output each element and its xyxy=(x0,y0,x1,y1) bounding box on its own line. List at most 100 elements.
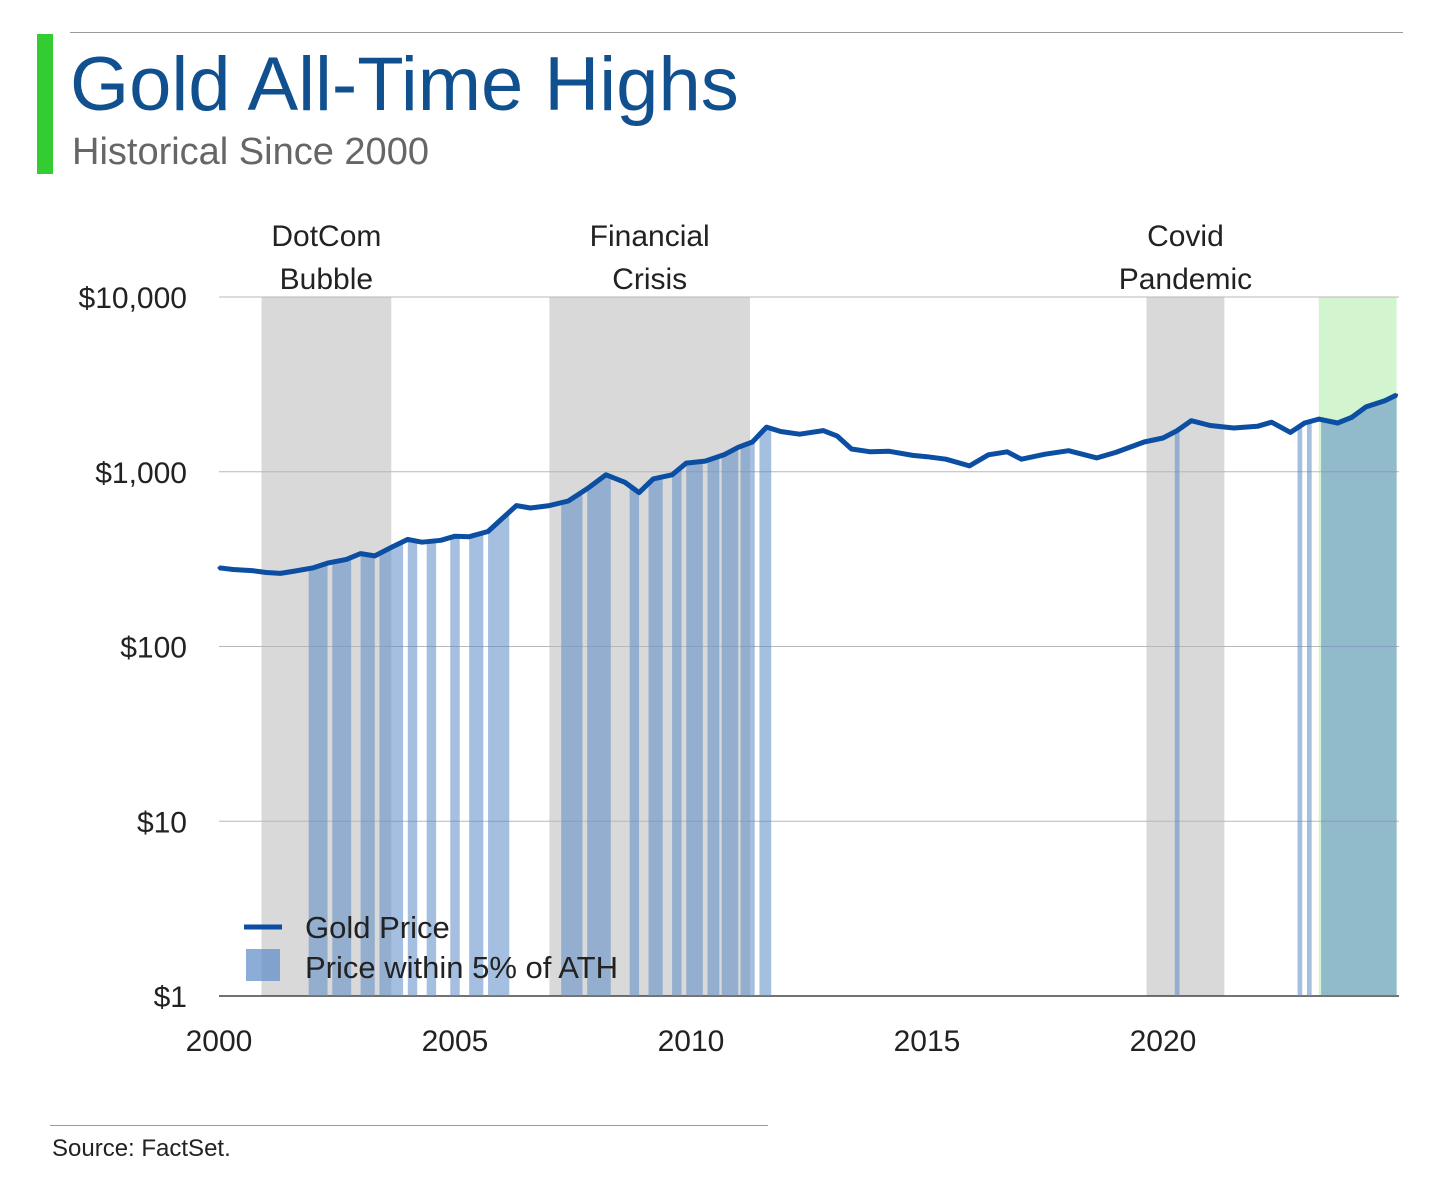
source-rule xyxy=(50,1125,768,1126)
price-point xyxy=(967,464,971,468)
ath-band-8 xyxy=(488,512,510,996)
price-point xyxy=(911,453,915,457)
price-point xyxy=(1189,419,1193,423)
price-point xyxy=(986,453,990,457)
price-point xyxy=(231,567,235,571)
price-point xyxy=(1232,426,1236,430)
price-point xyxy=(311,566,315,570)
price-point xyxy=(1303,421,1307,425)
legend-box-swatch xyxy=(246,949,280,981)
accent-bar xyxy=(37,34,53,174)
ath-band-4 xyxy=(407,539,418,996)
y-tick-label: $10 xyxy=(137,806,187,839)
price-point xyxy=(264,571,268,575)
ath-band-9 xyxy=(561,491,583,996)
period-label: Financial xyxy=(590,220,710,253)
price-point xyxy=(278,571,282,575)
price-point xyxy=(736,445,740,449)
x-tick-label: 2005 xyxy=(422,1025,489,1058)
price-point xyxy=(798,432,802,436)
source-note: Source: FactSet. xyxy=(52,1135,231,1162)
ath-band-20 xyxy=(1297,424,1303,996)
price-point xyxy=(1350,415,1354,419)
price-point xyxy=(835,434,839,438)
price-point xyxy=(670,473,674,477)
price-point xyxy=(722,453,726,457)
ath-band-3 xyxy=(379,541,404,996)
y-tick-label: $100 xyxy=(120,632,187,665)
price-point xyxy=(566,499,570,503)
ath-band-14 xyxy=(686,461,703,997)
top-rule xyxy=(70,32,1403,33)
ath-band-21 xyxy=(1306,421,1312,996)
ath-band-1 xyxy=(332,557,352,996)
price-point xyxy=(529,506,533,510)
ath-band-7 xyxy=(469,532,484,996)
price-point xyxy=(868,450,872,454)
price-point xyxy=(250,569,254,573)
price-point xyxy=(420,540,424,544)
ath-band-10 xyxy=(587,475,611,997)
ath-band-17 xyxy=(740,439,755,996)
price-point xyxy=(925,455,929,459)
x-tick-label: 2000 xyxy=(186,1025,253,1058)
legend-label: Gold Price xyxy=(305,910,450,945)
period-label: Pandemic xyxy=(1119,263,1252,296)
price-point xyxy=(1161,436,1165,440)
price-point xyxy=(1095,456,1099,460)
ath-band-5 xyxy=(426,540,437,996)
price-point xyxy=(765,425,769,429)
ath-band-19 xyxy=(1174,428,1180,996)
y-tick-label: $10,000 xyxy=(79,282,187,315)
gold-price-chart: DotCom Bubble Financial Crisis Covid Pandemic… xyxy=(79,220,1399,1058)
price-point xyxy=(344,557,348,561)
price-point xyxy=(547,504,551,508)
x-tick-label: 2010 xyxy=(658,1025,725,1058)
price-point xyxy=(1043,452,1047,456)
chart-title: Gold All-Time Highs xyxy=(70,42,739,127)
price-point xyxy=(326,561,330,565)
price-point xyxy=(849,447,853,451)
price-point xyxy=(637,491,641,495)
price-point xyxy=(1255,424,1259,428)
price-point xyxy=(453,534,457,538)
x-tick-label: 2020 xyxy=(1130,1025,1197,1058)
price-point xyxy=(486,530,490,534)
price-point xyxy=(467,535,471,539)
price-point xyxy=(293,569,297,573)
price-point xyxy=(359,552,363,556)
price-point xyxy=(750,440,754,444)
price-point xyxy=(944,457,948,461)
price-point xyxy=(703,459,707,463)
price-point xyxy=(1270,420,1274,424)
period-label: Bubble xyxy=(280,263,373,296)
period-label: Crisis xyxy=(612,263,687,296)
price-point xyxy=(406,537,410,541)
price-point xyxy=(623,480,627,484)
price-point xyxy=(1383,399,1387,403)
price-point xyxy=(779,429,783,433)
price-point xyxy=(821,429,825,433)
price-point xyxy=(1005,450,1009,454)
price-point xyxy=(651,477,655,481)
price-point xyxy=(585,487,589,491)
price-point xyxy=(1208,423,1212,427)
chart-subtitle: Historical Since 2000 xyxy=(72,131,429,173)
period-label: Covid xyxy=(1147,220,1224,253)
price-point xyxy=(1142,440,1146,444)
x-tick-label: 2015 xyxy=(894,1025,961,1058)
price-point xyxy=(1175,429,1179,433)
price-point xyxy=(439,538,443,542)
price-point xyxy=(604,473,608,477)
y-tick-label: $1 xyxy=(154,981,187,1014)
price-point xyxy=(887,449,891,453)
price-point xyxy=(1067,449,1071,453)
ath-band-16 xyxy=(721,447,739,996)
price-point xyxy=(1288,430,1292,434)
y-tick-label: $1,000 xyxy=(95,457,187,490)
ath-band-11 xyxy=(629,485,640,996)
price-point xyxy=(373,554,377,558)
price-point xyxy=(500,517,504,521)
price-point xyxy=(392,544,396,548)
period-label: DotCom xyxy=(271,220,381,253)
